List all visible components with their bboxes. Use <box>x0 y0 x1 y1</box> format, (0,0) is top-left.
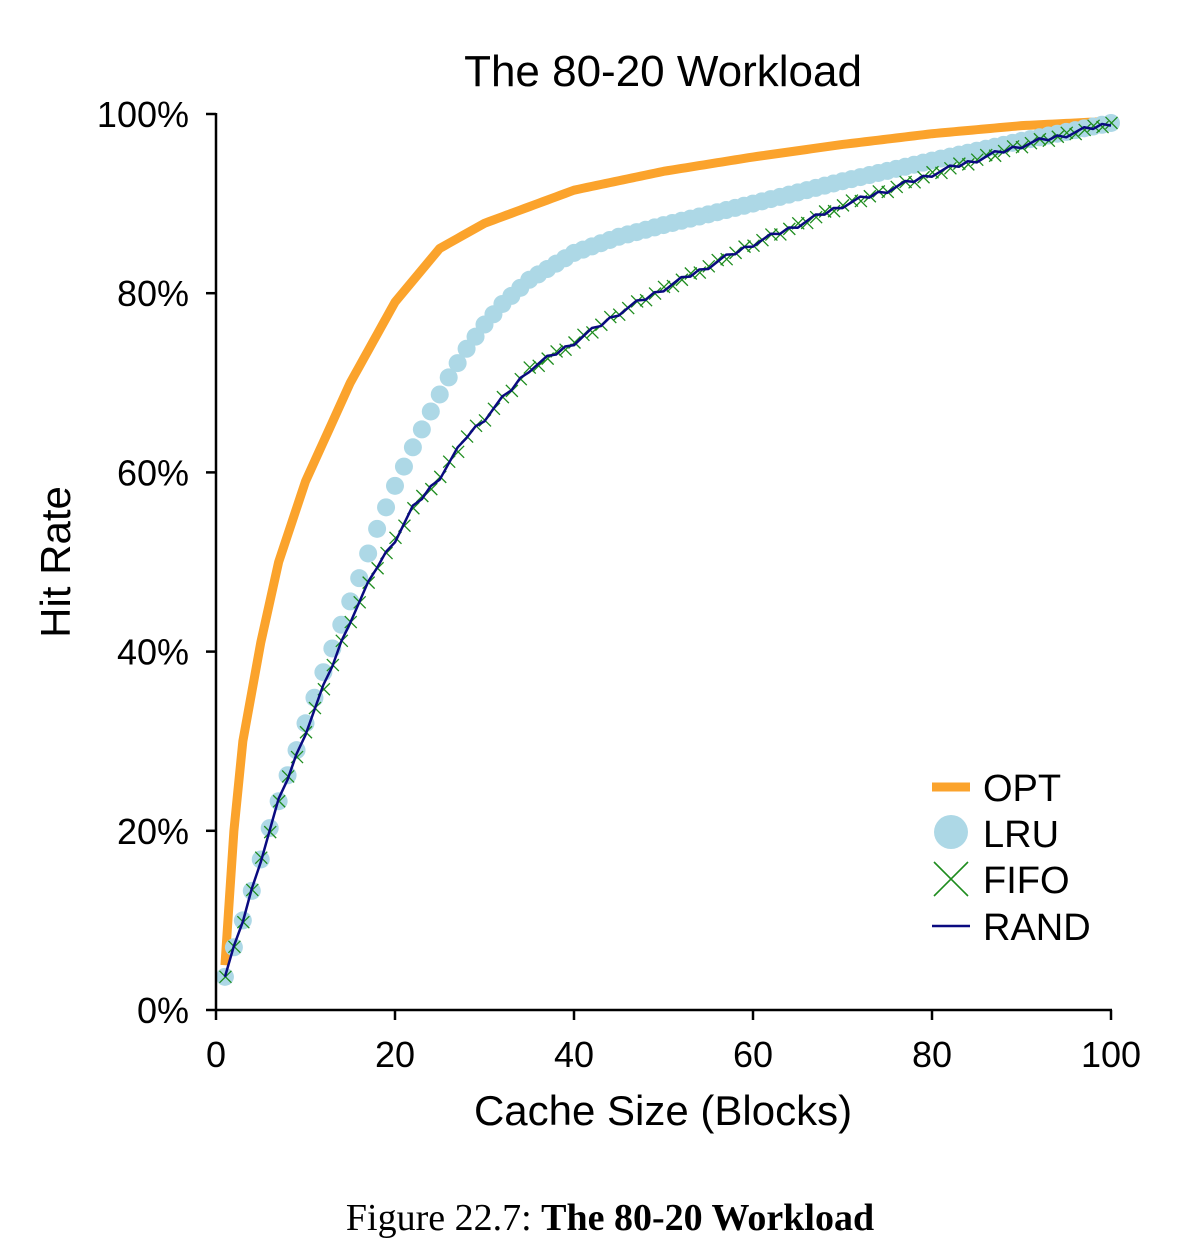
y-tick-label: 0% <box>137 990 189 1031</box>
lru-point <box>350 569 369 588</box>
y-tick-label: 40% <box>117 632 189 673</box>
lru-point <box>448 354 467 373</box>
fifo-point <box>585 325 599 339</box>
x-tick-label: 20 <box>375 1034 415 1075</box>
lru-point <box>386 476 404 495</box>
chart-title: The 80-20 Workload <box>464 47 862 96</box>
x-tick-label: 60 <box>733 1034 773 1075</box>
y-tick-label: 80% <box>117 273 189 314</box>
fifo-point <box>961 157 975 171</box>
fifo-point <box>943 161 957 175</box>
fifo-point <box>648 287 662 301</box>
lru-point <box>439 368 458 387</box>
x-tick-label: 40 <box>554 1034 594 1075</box>
fifo-point <box>1105 116 1118 130</box>
fifo-point <box>1096 120 1110 134</box>
x-tick-label: 0 <box>206 1034 226 1075</box>
fifo-point <box>917 170 931 184</box>
axes <box>214 113 1112 1012</box>
fifo-point <box>970 153 984 167</box>
legend: OPT LRU FIFO RAND <box>932 768 1091 949</box>
y-axis-label: Hit Rate <box>32 486 79 638</box>
caption-prefix: Figure 22.7: <box>346 1197 532 1239</box>
fifo-point <box>836 198 850 212</box>
y-tick-label: 100% <box>97 94 189 135</box>
legend-fifo-swatch <box>933 861 969 897</box>
figure-caption: Figure 22.7: The 80-20 Workload <box>346 1197 874 1239</box>
legend-rand-label: RAND <box>983 907 1091 949</box>
fifo-point <box>1078 123 1092 137</box>
x-axis-label: Cache Size (Blocks) <box>474 1087 852 1134</box>
lru-point <box>377 498 396 517</box>
legend-lru-label: LRU <box>983 814 1059 856</box>
fifo-point <box>809 210 823 224</box>
legend-lru-swatch <box>934 815 968 849</box>
rand-line <box>223 122 1112 978</box>
x-tick-label: 100 <box>1081 1034 1141 1075</box>
fifo-point <box>532 359 546 373</box>
lru-point <box>403 438 422 457</box>
y-tick-label: 20% <box>117 811 189 852</box>
caption-title: The 80-20 Workload <box>541 1197 874 1239</box>
lru-point <box>394 457 413 476</box>
fifo-point <box>782 222 796 236</box>
lru-point <box>359 544 378 563</box>
ticks: 0 20 40 60 80 100 0% 20% 40% 60% 80% 100% <box>97 94 1141 1075</box>
lru-point <box>430 385 449 404</box>
lru-point <box>412 420 431 439</box>
legend-opt-label: OPT <box>983 768 1061 810</box>
plot-area <box>215 113 1120 986</box>
lru-point <box>421 402 440 421</box>
y-tick-label: 60% <box>117 452 189 493</box>
x-tick-label: 80 <box>912 1034 952 1075</box>
legend-fifo-label: FIFO <box>983 860 1070 902</box>
opt-line <box>220 116 1112 966</box>
lru-point <box>368 519 387 538</box>
